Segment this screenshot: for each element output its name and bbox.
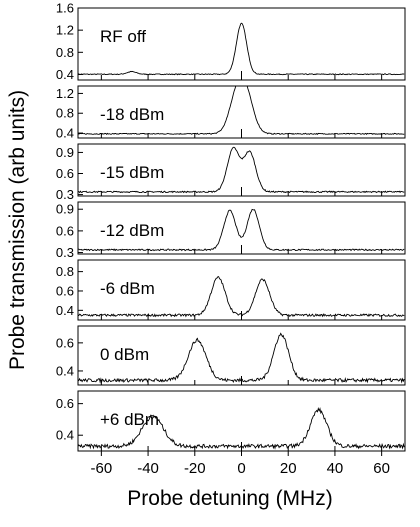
y-tick-label: 0.4 [56,126,74,141]
spectrum-line [77,22,405,76]
y-tick-label: 0.6 [56,166,74,181]
panel-6: 0.4 0.6 0 dBm [56,325,406,386]
y-axis-label: Probe transmission (arb units) [6,90,29,370]
y-tick-label: 0.3 [56,187,74,202]
spectrum-line [78,276,405,318]
spectrum-line [77,407,405,450]
spectrum-line [77,332,405,384]
y-tick-label: 0.8 [56,264,74,279]
panel-2: 0.4 0.8 1.2 -18 dBm [56,85,406,141]
panel-7: 0.4 0.6 +6 dBm [56,390,406,452]
power-label: RF off [100,27,146,46]
y-tick-label: 1.6 [56,1,74,16]
y-tick-label: 0.6 [56,283,74,298]
x-tick-label: -40 [137,460,159,477]
panel-5: 0.4 0.6 0.8 -6 dBm [56,259,406,321]
y-tick-label: 0.9 [56,145,74,160]
x-axis: -60 -40 -20 0 20 40 60 [91,451,390,477]
panel-4: 0.3 0.6 0.9 -12 dBm [56,201,406,260]
y-tick-label: 0.4 [56,363,74,378]
power-label: 0 dBm [100,345,149,364]
power-label: -12 dBm [100,221,164,240]
y-tick-label: 0.6 [56,223,74,238]
x-tick-label: 20 [280,460,297,477]
y-tick-label: 0.8 [56,106,74,121]
x-tick-label: 40 [327,460,344,477]
y-tick-label: 0.4 [56,428,74,443]
y-tick-label: 0.3 [56,245,74,260]
spectrum-line [77,85,405,135]
power-label: -18 dBm [100,105,164,124]
x-tick-label: -20 [184,460,206,477]
spectrum-line [77,208,405,252]
y-tick-label: 0.9 [56,202,74,217]
y-tick-label: 0.8 [56,45,74,60]
power-label: -6 dBm [100,279,155,298]
x-tick-label: -60 [91,460,113,477]
x-tick-label: 0 [237,460,245,477]
panels-layer: 0.4 0.8 1.2 1.6 RF off 0.4 0.8 1.2 -18 dBm 0.3 0.6… [56,1,406,452]
spectrum-line [77,146,405,194]
y-tick-label: 0.6 [56,396,74,411]
panel-1: 0.4 0.8 1.2 1.6 RF off [56,1,406,82]
y-tick-label: 0.4 [56,303,74,318]
y-tick-label: 1.2 [56,23,74,38]
power-label: -15 dBm [100,163,164,182]
y-tick-label: 0.4 [56,67,74,82]
power-label: +6 dBm [100,410,159,429]
panel-3: 0.3 0.6 0.9 -15 dBm [56,143,406,202]
y-tick-label: 1.2 [56,86,74,101]
x-axis-label: Probe detuning (MHz) [127,487,332,510]
x-tick-label: 60 [373,460,390,477]
y-tick-label: 0.6 [56,335,74,350]
